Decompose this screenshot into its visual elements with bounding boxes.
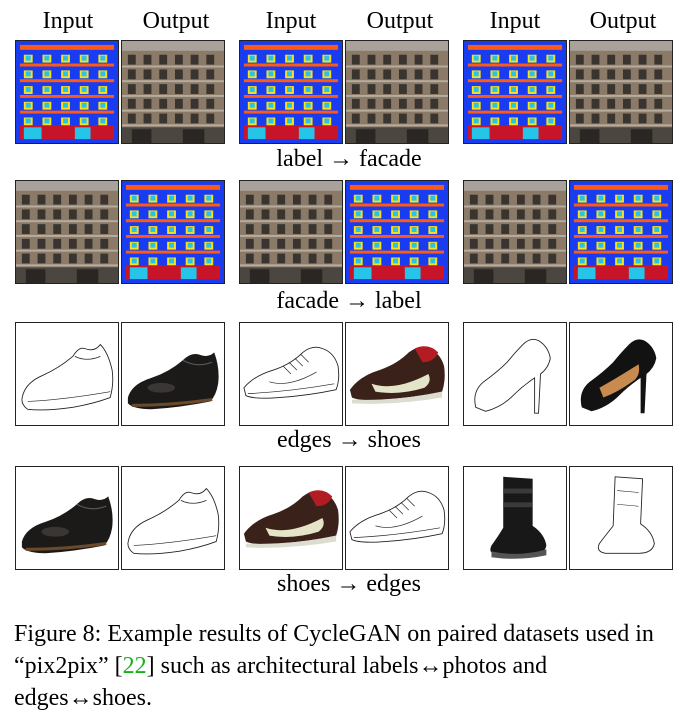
caption-text-start: Figure 8: Example results of CycleGAN on… [14,621,654,679]
row-caption-edges-to-shoes: edges → shoes [277,427,421,453]
caption-text-end: ] such as architectural labels↔photos an… [14,653,548,711]
label-map-image [345,180,449,284]
shoe-photo-image [121,322,225,426]
shoe-edges-image [121,466,225,570]
facade-photo-image [15,180,119,284]
label-map-image [15,40,119,144]
header-output-1: Output [142,8,210,34]
facade-photo-image [121,40,225,144]
facade-photo-image [569,40,673,144]
facade-photo-image [345,40,449,144]
shoe-photo-image [15,466,119,570]
heel-edges-image [463,322,567,426]
label-map-image [121,180,225,284]
label-map-image [239,40,343,144]
facade-photo-image [239,180,343,284]
shoe-edges-image [15,322,119,426]
sneaker-edges-image [239,322,343,426]
header-input-2: Input [265,8,317,34]
facade-photo-image [463,180,567,284]
boot-edges-image [569,466,673,570]
header-output-2: Output [366,8,434,34]
row-caption-label-to-facade: label → facade [276,146,422,172]
header-output-3: Output [589,8,657,34]
header-input-1: Input [42,8,94,34]
boot-photo-image [463,466,567,570]
citation-link[interactable]: 22 [122,653,147,679]
label-map-image [569,180,673,284]
header-input-3: Input [489,8,541,34]
sneaker-photo-image [345,322,449,426]
heel-photo-image [569,322,673,426]
row-caption-facade-to-label: facade → label [276,288,422,314]
label-map-image [463,40,567,144]
sneaker-photo-image [239,466,343,570]
sneaker-edges-image [345,466,449,570]
row-caption-shoes-to-edges: shoes → edges [277,571,421,597]
figure-caption: Figure 8: Example results of CycleGAN on… [14,618,684,714]
